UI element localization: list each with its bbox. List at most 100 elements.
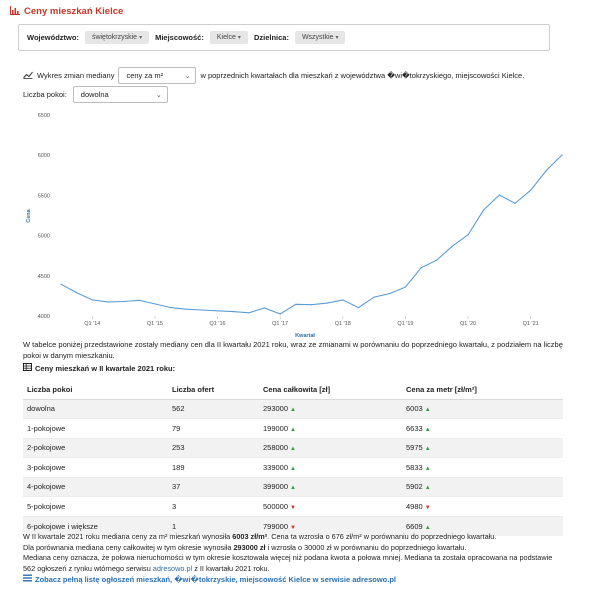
chevron-down-icon: ▾ bbox=[335, 35, 339, 41]
rooms-select[interactable]: dowolna ⌄ bbox=[72, 86, 168, 103]
trend-up-icon: ▲ bbox=[290, 485, 296, 492]
data-point bbox=[420, 267, 422, 269]
y-tick-label: 6500 bbox=[38, 113, 50, 119]
x-tick-label: Q1 '15 bbox=[147, 321, 163, 327]
y-tick-label: 6000 bbox=[38, 153, 50, 159]
offers-cell: 79 bbox=[168, 418, 259, 438]
chevron-down-icon: ⌄ bbox=[184, 72, 191, 80]
chart-controls: Wykres zmian mediany ceny za m² ⌄ w poprz… bbox=[23, 67, 524, 84]
rooms-cell: 5-pokojowe bbox=[23, 496, 168, 516]
voivodeship-dropdown[interactable]: świętokrzyskie ▾ bbox=[84, 31, 150, 44]
table-row: 1-pokojowe 79 199000 ▲ 6633 ▲ bbox=[23, 418, 563, 438]
chevron-down-icon: ⌄ bbox=[155, 91, 162, 99]
chart-prefix-text: Wykres zmian mediany bbox=[37, 71, 115, 80]
total-price-cell: 293000 ▲ bbox=[259, 398, 402, 419]
x-tick-label: Q1 '16 bbox=[210, 321, 226, 327]
rooms-cell-value: 6-pokojowe i większe bbox=[27, 521, 98, 531]
district-dropdown[interactable]: Wszystkie ▾ bbox=[294, 31, 346, 44]
x-tick-label: Q1 '19 bbox=[397, 321, 413, 327]
summary-text-part: W II kwartale 2021 roku mediana ceny za … bbox=[23, 532, 231, 541]
trend-up-icon: ▲ bbox=[290, 465, 296, 472]
data-point bbox=[561, 154, 563, 156]
total-price-cell: 399000 ▲ bbox=[259, 476, 402, 497]
rooms-cell-value: 2-pokojowe bbox=[27, 443, 66, 453]
location-filter-bar: Województwo: świętokrzyskie ▾ Miejscowość… bbox=[18, 24, 550, 51]
summary-text-part: z II kwartału 2021 roku. bbox=[194, 563, 270, 573]
trend-up-icon: ▲ bbox=[424, 465, 431, 472]
district-value: Wszystkie bbox=[301, 34, 334, 41]
x-axis-label: Kwartał bbox=[295, 333, 315, 339]
price-series-line bbox=[60, 154, 563, 315]
data-point bbox=[60, 283, 62, 285]
offers-cell-value: 189 bbox=[172, 462, 185, 472]
total-price-cell: 799000 ▼ bbox=[259, 515, 402, 536]
data-point bbox=[545, 169, 547, 172]
price-per-m2-cell: 6003 ▲ bbox=[402, 398, 563, 419]
summary-line: W II kwartale 2021 roku mediana ceny za … bbox=[23, 532, 568, 543]
table-row: dowolna 562 293000 ▲ 6003 ▲ bbox=[23, 398, 563, 419]
data-point bbox=[498, 194, 500, 196]
offers-cell: 253 bbox=[168, 437, 259, 458]
rooms-cell: 2-pokojowe bbox=[23, 437, 168, 458]
offers-cell-value: 3 bbox=[172, 501, 177, 511]
price-per-m2-cell: 6609 ▲ bbox=[402, 515, 563, 536]
data-point bbox=[76, 292, 78, 294]
list-icon bbox=[23, 574, 32, 584]
rooms-cell-value: 4-pokojowe bbox=[27, 482, 66, 492]
table-row: 2-pokojowe 253 258000 ▲ 5975 ▲ bbox=[23, 437, 563, 458]
table-intro: W tabelce poniżej przedstawione zostały … bbox=[23, 340, 563, 360]
offers-cell-value: 253 bbox=[172, 443, 185, 453]
metric-select[interactable]: ceny za m² ⌄ bbox=[118, 67, 197, 84]
data-point bbox=[373, 296, 375, 298]
city-label: Miejscowość: bbox=[155, 33, 204, 42]
offers-cell-value: 562 bbox=[172, 404, 185, 414]
price-per-m2-cell-value: 5833 bbox=[406, 462, 423, 472]
rooms-control: Liczba pokoi: dowolna ⌄ bbox=[23, 86, 168, 103]
price-per-m2-cell-value: 6609 bbox=[406, 521, 423, 531]
data-point bbox=[404, 286, 407, 288]
x-tick-label: Q1 '18 bbox=[335, 321, 351, 327]
y-tick-label: 4500 bbox=[38, 274, 50, 280]
total-price-cell: 199000 ▲ bbox=[259, 418, 402, 438]
table-title: Ceny mieszkań w II kwartale 2021 roku: bbox=[35, 363, 176, 373]
rooms-cell: 4-pokojowe bbox=[23, 476, 168, 497]
full-listing-link[interactable]: Zobacz pełną listę ogłoszeń mieszkań, �w… bbox=[23, 574, 396, 584]
total-price-cell: 339000 ▲ bbox=[259, 457, 402, 477]
total-price-cell-value: 199000 bbox=[263, 423, 289, 433]
price-per-m2-cell-value: 5975 bbox=[406, 443, 423, 453]
trend-up-icon: ▲ bbox=[290, 446, 296, 453]
data-point bbox=[451, 245, 454, 247]
voivodeship-label: Województwo: bbox=[27, 33, 79, 42]
data-point bbox=[232, 310, 234, 313]
price-line-chart: 4000 4500 5000 5500 6000 6500 Q1 '14 Q1 '15 Q1 '… bbox=[26, 113, 563, 339]
rooms-cell: dowolna bbox=[23, 398, 168, 419]
data-point bbox=[169, 306, 172, 309]
summary-value: 6003 zł/m² bbox=[232, 532, 268, 541]
line-chart-icon bbox=[23, 71, 33, 81]
city-dropdown[interactable]: Kielce ▾ bbox=[209, 31, 248, 44]
y-tick-label: 4000 bbox=[38, 314, 50, 320]
price-per-m2-cell-value: 5902 bbox=[406, 482, 423, 492]
table-row: 3-pokojowe 189 339000 ▲ 5833 ▲ bbox=[23, 457, 563, 477]
summary-value: 293000 zł bbox=[233, 542, 266, 552]
rooms-cell-value: 5-pokojowe bbox=[27, 501, 66, 511]
y-axis-label: Cena bbox=[26, 208, 32, 222]
adresowo-link[interactable]: adresowo.pl bbox=[152, 563, 193, 573]
rooms-cell-value: 1-pokojowe bbox=[27, 423, 66, 433]
data-point bbox=[436, 259, 438, 261]
price-per-m2-cell: 5902 ▲ bbox=[402, 476, 563, 497]
data-point bbox=[123, 300, 125, 303]
summary-text-part: i wzrosła o 30000 zł w porównaniu do pop… bbox=[267, 542, 467, 552]
col-offers-header: Liczba ofert bbox=[168, 380, 259, 400]
data-point bbox=[530, 189, 532, 191]
chart-suffix-text: w poprzednich kwartałach dla mieszkań z … bbox=[200, 71, 525, 80]
price-per-m2-cell-value: 6003 bbox=[406, 404, 423, 414]
y-tick-label: 5000 bbox=[38, 234, 50, 240]
price-per-m2-cell: 5975 ▲ bbox=[402, 437, 563, 458]
table-header-row: Liczba pokoi Liczba ofert Cena całkowita… bbox=[23, 380, 563, 400]
data-point bbox=[201, 309, 203, 311]
col-total-header: Cena całkowita [zł] bbox=[259, 380, 402, 400]
page-title: Ceny mieszkań Kielce bbox=[24, 6, 124, 17]
total-price-cell-value: 399000 bbox=[263, 482, 289, 492]
bar-chart-icon bbox=[10, 6, 20, 17]
